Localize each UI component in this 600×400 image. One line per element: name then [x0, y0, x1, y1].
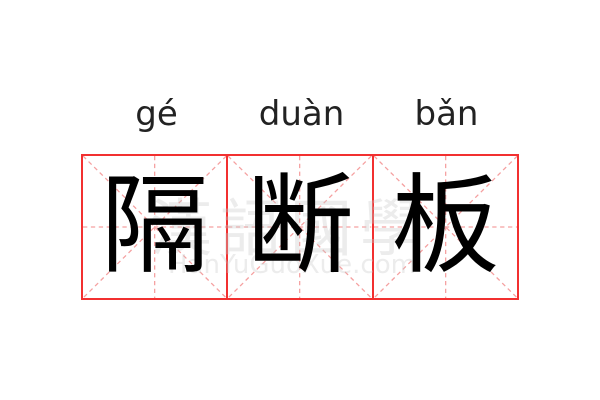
grid-guides: [228, 156, 372, 298]
character-cell: 隔: [83, 156, 227, 298]
grid-guides: [373, 156, 517, 298]
grid-guides: [83, 156, 227, 298]
hanzi-3: 板: [391, 164, 500, 289]
character-cell: 板: [371, 156, 517, 298]
character-grid: 隔 断 板: [81, 154, 519, 300]
hanzi-2: 断: [245, 164, 354, 289]
pinyin-3: bǎn: [414, 94, 479, 134]
pinyin-2: duàn: [258, 94, 345, 134]
hanzi-1: 隔: [100, 164, 209, 289]
pinyin-1: gé: [135, 94, 178, 134]
character-cell: 断: [226, 156, 372, 298]
